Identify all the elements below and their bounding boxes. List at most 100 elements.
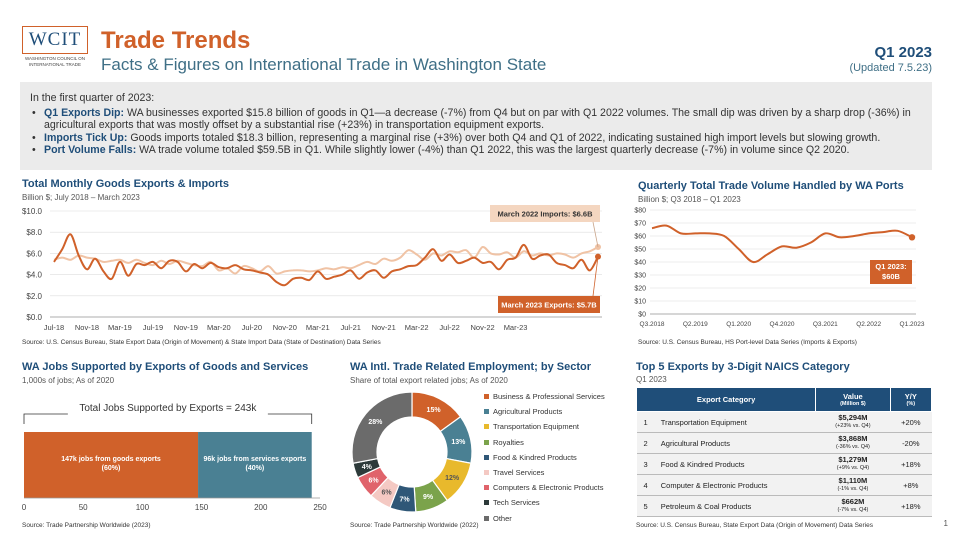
x-tick-label: 50 [79,503,88,512]
row-category: Petroleum & Coal Products [654,495,816,517]
exports-callout-leader [592,256,599,297]
bullet-text: Goods imports totaled $18.3 billion, rep… [127,131,881,144]
donut-slice-label: 4% [362,464,373,471]
legend-item: Other [484,514,512,523]
donut-slice-label: 9% [423,494,434,501]
x-tick-label: Nov-21 [372,323,396,332]
x-tick-label: Nov-20 [273,323,297,332]
y-tick-label: $70 [634,221,646,228]
y-tick-label: $0 [638,312,646,319]
jobs-chart-source: Source: Trade Partnership Worldwide (202… [22,522,151,529]
y-tick-label: $50 [634,247,646,254]
sector-chart-source: Source: Trade Partnership Worldwide (202… [350,522,479,529]
quarter-callout-line2: $60B [882,272,901,281]
last-quarter-point [908,234,916,241]
row-value: $5,294M (+23% vs. Q4) [815,411,891,433]
x-tick-label: Nov-18 [75,323,99,332]
jobs-chart-title: WA Jobs Supported by Exports of Goods an… [22,361,309,373]
bullet-lead: Port Volume Falls: [44,143,137,156]
legend-item: Business & Professional Services [484,392,605,401]
exports-series-line [53,233,599,287]
legend-item: Royalties [484,438,524,447]
donut-slice [351,391,413,464]
row-yy-change: -20% [890,432,932,454]
quarterly-chart-title: Quarterly Total Trade Volume Handled by … [638,180,904,192]
table-row: 4 Computer & Electronic Products $1,110M (-… [636,474,932,496]
y-tick-label: $8.0 [26,228,42,237]
col-header-yy: Y/Y (%) [889,387,933,412]
bullet-text: WA trade volume totaled $59.5B in Q1. Wh… [136,143,850,156]
quarter-callout-box [870,260,912,284]
x-tick-label: Jul-21 [341,323,361,332]
x-tick-label: Q1.2023 [900,321,925,328]
exports-callout-box [498,296,600,313]
total-jobs-label: Total Jobs Supported by Exports = 243k [79,403,257,414]
imports-callout-text: March 2022 Imports: $6.6B [497,210,593,219]
page-subtitle: Facts & Figures on International Trade i… [101,55,547,74]
legend-swatch [484,409,489,415]
page-number: 1 [943,519,948,528]
page-title: Trade Trends [101,27,251,54]
x-tick-label: 150 [195,503,209,512]
legend-swatch [484,424,489,430]
legend-label: Tech Services [493,498,540,508]
exports-callout-text: March 2023 Exports: $5.7B [501,301,597,310]
legend-item: Travel Services [484,468,544,477]
legend-item: Tech Services [484,498,540,507]
donut-slice-label: 15% [427,407,442,414]
legend-swatch [484,394,489,399]
logo: WCIT [28,29,82,50]
row-value-amount: $5,294M [838,413,868,422]
row-value: $1,110M (-1% vs. Q4) [815,474,891,496]
y-tick-label: $6.0 [26,249,42,258]
y-tick-label: $60 [634,234,646,241]
x-tick-label: Q4.2020 [770,321,795,328]
trade-volume-line [651,224,913,264]
y-tick-label: $10 [634,299,646,306]
monthly-chart-source: Source: U.S. Census Bureau, State Export… [22,339,381,346]
legend-label: Other [493,513,512,523]
y-tick-label: $10.0 [22,207,43,216]
x-tick-label: Nov-19 [174,323,198,332]
legend-label: Agricultural Products [493,407,563,417]
y-tick-label: $40 [634,260,646,267]
bullet-text: WA businesses exported $15.8 billion of … [44,107,911,132]
row-rank: 5 [636,495,655,517]
row-value-change: (-36% vs. Q4) [835,444,870,450]
x-tick-label: Mar-20 [207,323,231,332]
col-header-yy-unit: (%) [906,401,916,407]
bullet-lead: Imports Tick Up: [44,131,128,144]
legend-label: Transportation Equipment [493,422,580,432]
report-quarter: Q1 2023 [874,44,932,61]
jobs-segment-bar [198,432,312,498]
row-value: $662M (-7% vs. Q4) [815,495,891,517]
table-header-row: Export Category Value (Million $) Y/Y (%) [635,387,933,412]
summary-list: Q1 Exports Dip: WA businesses exported $… [30,107,922,156]
row-value-amount: $662M [841,497,865,506]
x-tick-label: Q3.2021 [813,321,838,328]
row-value-amount: $1,279M [838,455,868,464]
legend-item: Agricultural Products [484,407,562,416]
jobs-segment-pct: (40%) [246,465,265,472]
x-tick-label: Mar-23 [504,323,528,332]
x-tick-label: Nov-22 [471,323,495,332]
y-tick-label: $30 [634,273,646,280]
x-tick-label: 0 [22,503,27,512]
x-tick-label: Jul-18 [44,323,64,332]
row-rank: 2 [636,432,655,454]
col-header-value-label: Value [843,392,863,401]
row-rank: 4 [636,474,655,496]
x-tick-label: Mar-21 [306,323,330,332]
sector-donut-chart: 15% 13% 12% 9% 7% 6%6% 4% 28% [351,391,473,513]
row-value-change: (+9% vs. Q4) [836,465,870,471]
x-tick-label: Q1.2020 [726,321,751,328]
jobs-segment-label: 96k jobs from services exports [204,456,307,463]
quarterly-chart-subtitle: Billion $; Q3 2018 – Q1 2023 [638,195,741,204]
x-tick-label: Q2.2022 [856,321,881,328]
legend-swatch [484,439,489,445]
legend-item: Food & Kindred Products [484,453,577,462]
row-yy-change: +18% [890,495,932,517]
row-category: Transportation Equipment [654,411,816,433]
row-value: $3,868M (-36% vs. Q4) [815,432,891,454]
row-value-amount: $3,868M [838,434,868,443]
